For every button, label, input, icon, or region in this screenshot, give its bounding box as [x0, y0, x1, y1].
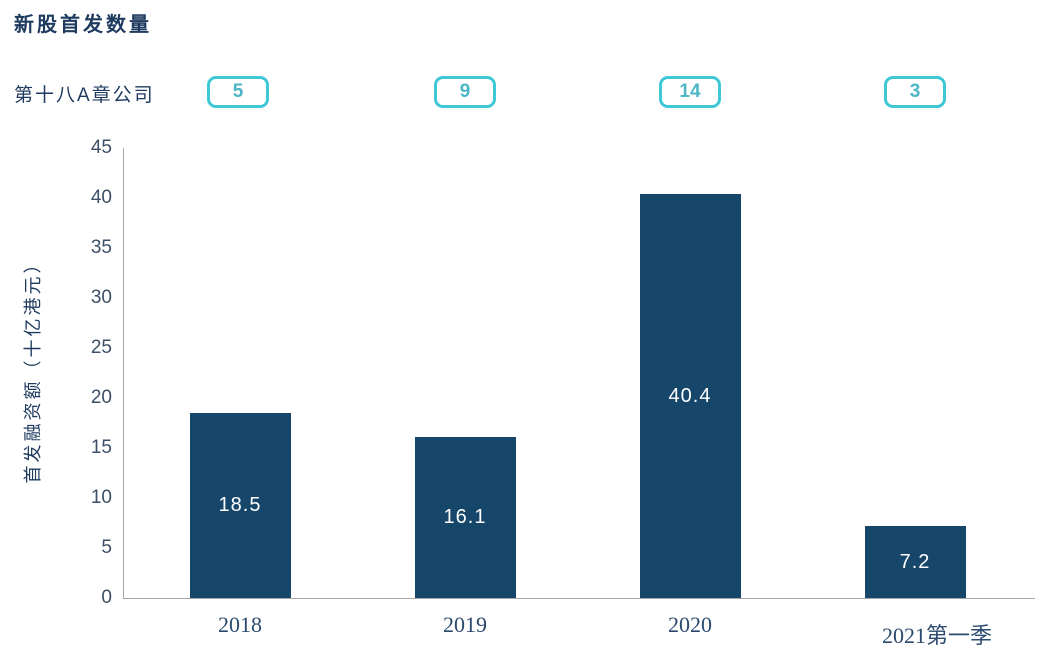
bar-value-label: 40.4 [668, 384, 712, 407]
x-tick-label-2018: 2018 [218, 612, 262, 637]
y-tick-label-0: 0 [101, 587, 112, 608]
y-tick-label-35: 35 [90, 237, 112, 258]
x-tick-label-2021第一季: 2021第一季 [881, 623, 992, 648]
bar-value-label: 7.2 [899, 550, 931, 573]
y-tick-label-30: 30 [90, 287, 112, 308]
bar-2019: 16.1 [414, 437, 516, 598]
y-tick-label-20: 20 [90, 387, 112, 408]
badge-count-2018: 5 [207, 76, 269, 108]
y-axis-title: 首发融资额（十亿港元） [23, 252, 43, 484]
series-label: 第十八A章公司 [14, 85, 155, 106]
x-axis-line [123, 598, 1035, 599]
bar-2021第一季: 7.2 [864, 526, 966, 598]
bar-2018: 18.5 [189, 413, 291, 598]
y-tick-label-15: 15 [90, 437, 112, 458]
badge-count-2020: 14 [659, 76, 721, 108]
bar-value-label: 16.1 [443, 506, 487, 528]
chart-title: 新股首发数量 [14, 14, 152, 36]
badge-count-2021第一季: 3 [884, 76, 946, 108]
bar-2020: 40.4 [639, 194, 741, 598]
x-tick-label-2020: 2020 [668, 612, 712, 637]
y-axis-line [123, 148, 124, 598]
y-tick-label-25: 25 [90, 337, 112, 358]
y-tick-label-10: 10 [90, 487, 112, 508]
y-tick-label-40: 40 [90, 187, 112, 208]
bar-value-label: 18.5 [218, 494, 262, 516]
y-tick-label-45: 45 [90, 137, 112, 158]
y-tick-label-5: 5 [101, 537, 112, 558]
badge-count-2019: 9 [434, 76, 496, 108]
x-tick-label-2019: 2019 [443, 612, 487, 637]
